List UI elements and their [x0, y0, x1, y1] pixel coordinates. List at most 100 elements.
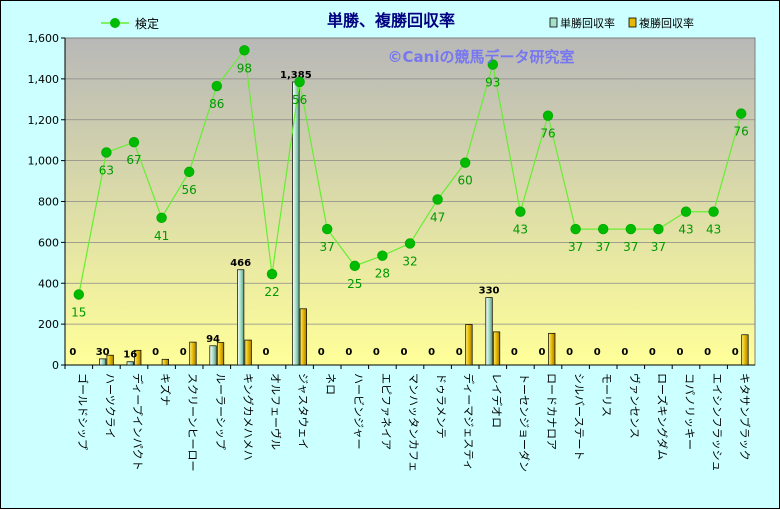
- bar-tansho: [485, 297, 493, 366]
- y-tick-label: 400: [38, 277, 59, 290]
- y-tick-label: 200: [38, 318, 59, 331]
- bar-data-label: 0: [621, 347, 628, 358]
- x-tick-label: ネロ: [324, 373, 337, 395]
- kentei-label: 93: [485, 76, 500, 90]
- bar-fukusho: [161, 358, 169, 366]
- bar-fukusho: [492, 331, 501, 366]
- kentei-label: 37: [320, 240, 335, 254]
- bar-fukusho: [741, 334, 749, 366]
- kentei-point: [101, 147, 112, 158]
- kentei-point: [653, 223, 664, 235]
- x-tick-label: マンハッタンカフェ: [407, 373, 420, 472]
- bar-data-label: 0: [566, 347, 573, 358]
- kentei-point: [680, 206, 692, 217]
- x-tick-label: ディーマジェスティ: [462, 373, 476, 471]
- x-tick-label: ローズキングダム: [655, 373, 669, 460]
- kentei-label: 37: [596, 240, 611, 254]
- x-tick-label: キズナ: [159, 373, 173, 406]
- y-axis: 0 200 400 600 800 1,000 1,200 1,400 1,600: [28, 32, 66, 372]
- y-tick-label: 1,000: [28, 155, 60, 168]
- bars: 0 30 16 0 0 94 466 0 1,385 0 0 0 0 0 0 330 0 0 0 0 0 0 0 0 0: [69, 70, 749, 366]
- kentei-label: 67: [126, 153, 141, 167]
- kentei-label: 76: [734, 125, 749, 139]
- bar-data-label: 1,385: [280, 70, 312, 81]
- kentei-label: 98: [237, 61, 252, 75]
- bar-data-label: 0: [263, 347, 270, 358]
- kentei-label: 37: [568, 240, 583, 254]
- legend-bar2-label: 複勝回収率: [639, 16, 694, 30]
- x-tick-label: コパノリッキー: [683, 373, 696, 450]
- bar-data-label: 0: [180, 347, 187, 358]
- bar-fukusho: [244, 339, 252, 366]
- kentei-label: 25: [347, 277, 362, 291]
- kentei-point: [570, 223, 581, 235]
- kentei-label: 22: [264, 285, 279, 299]
- bar-data-label: 0: [373, 347, 380, 358]
- kentei-point: [487, 59, 499, 70]
- y-tick-label: 1,400: [28, 73, 60, 86]
- bar-data-label: 0: [539, 347, 546, 358]
- legend-bar1-swatch: [549, 17, 558, 28]
- bar-data-label: 0: [594, 347, 601, 358]
- bar-data-label: 94: [206, 334, 220, 345]
- bar-data-label: 0: [152, 347, 159, 358]
- kentei-point: [736, 108, 747, 119]
- kentei-label: 15: [71, 305, 86, 319]
- x-tick-label: シルバーステート: [573, 373, 586, 460]
- bar-data-label: 0: [704, 347, 711, 358]
- bar-data-label: 0: [649, 347, 656, 358]
- kentei-point: [183, 166, 195, 178]
- kentei-label: 47: [430, 210, 445, 224]
- y-tick-label: 1,600: [28, 32, 60, 45]
- kentei-point: [432, 194, 443, 205]
- kentei-label: 41: [154, 229, 169, 243]
- bar-fukusho: [134, 349, 142, 366]
- kentei-label: 37: [623, 240, 638, 254]
- bar-data-label: 30: [96, 347, 110, 358]
- y-tick-label: 800: [38, 196, 59, 209]
- x-tick-label: ハービンジャー: [352, 373, 365, 449]
- x-axis: ゴールドシップ ハーツクライ ディープインパクト キズナ スクリーンヒーロー ルーラーシッ…: [64, 364, 755, 472]
- kentei-label: 56: [292, 93, 307, 107]
- kentei-point: [598, 223, 609, 235]
- y-tick-label: 0: [52, 359, 59, 372]
- legend-line-label: 検定: [135, 16, 159, 31]
- kentei-point: [73, 289, 85, 300]
- kentei-point: [294, 76, 305, 88]
- kentei-label: 28: [375, 267, 390, 281]
- kentei-point: [322, 223, 333, 235]
- x-tick-label: ヴァンセンス: [628, 373, 642, 439]
- kentei-label: 43: [678, 223, 693, 237]
- legend: 検定 単勝回収率 複勝回収率: [101, 16, 694, 31]
- kentei-point: [625, 223, 637, 235]
- legend-line-marker: [110, 18, 120, 28]
- x-tick-label: エイシンフラッシュ: [711, 373, 724, 472]
- bar-tansho: [237, 269, 245, 366]
- kentei-point: [377, 250, 388, 261]
- y-tick-label: 600: [38, 236, 59, 249]
- bar-fukusho: [465, 324, 473, 366]
- gridlines: [65, 78, 755, 325]
- bar-tansho: [209, 345, 217, 366]
- kentei-point: [460, 157, 471, 168]
- chart-title: 単勝、複勝回収率: [327, 11, 455, 30]
- bar-fukusho: [189, 341, 197, 366]
- legend-bar2-swatch: [628, 17, 637, 28]
- x-tick-label: ディープインパクト: [131, 373, 145, 471]
- bar-data-label: 0: [511, 347, 518, 358]
- bar-tansho: [99, 358, 107, 366]
- bar-data-label: 0: [345, 347, 352, 358]
- kentei-label: 32: [402, 254, 417, 268]
- kentei-label: 56: [182, 183, 197, 197]
- bar-data-label: 0: [428, 347, 435, 358]
- x-tick-label: ハーツクライ: [103, 373, 116, 439]
- kentei-point: [266, 268, 278, 280]
- x-tick-label: スクリーンヒーロー: [186, 373, 199, 471]
- x-tick-label: キタサンブラック: [738, 373, 752, 461]
- bar-fukusho: [548, 332, 556, 366]
- kentei-point: [128, 137, 140, 148]
- kentei-label: 60: [458, 174, 473, 188]
- x-tick-label: ルーラーシップ: [214, 373, 227, 450]
- watermark: ©Caniの競馬データ研究室: [388, 48, 575, 66]
